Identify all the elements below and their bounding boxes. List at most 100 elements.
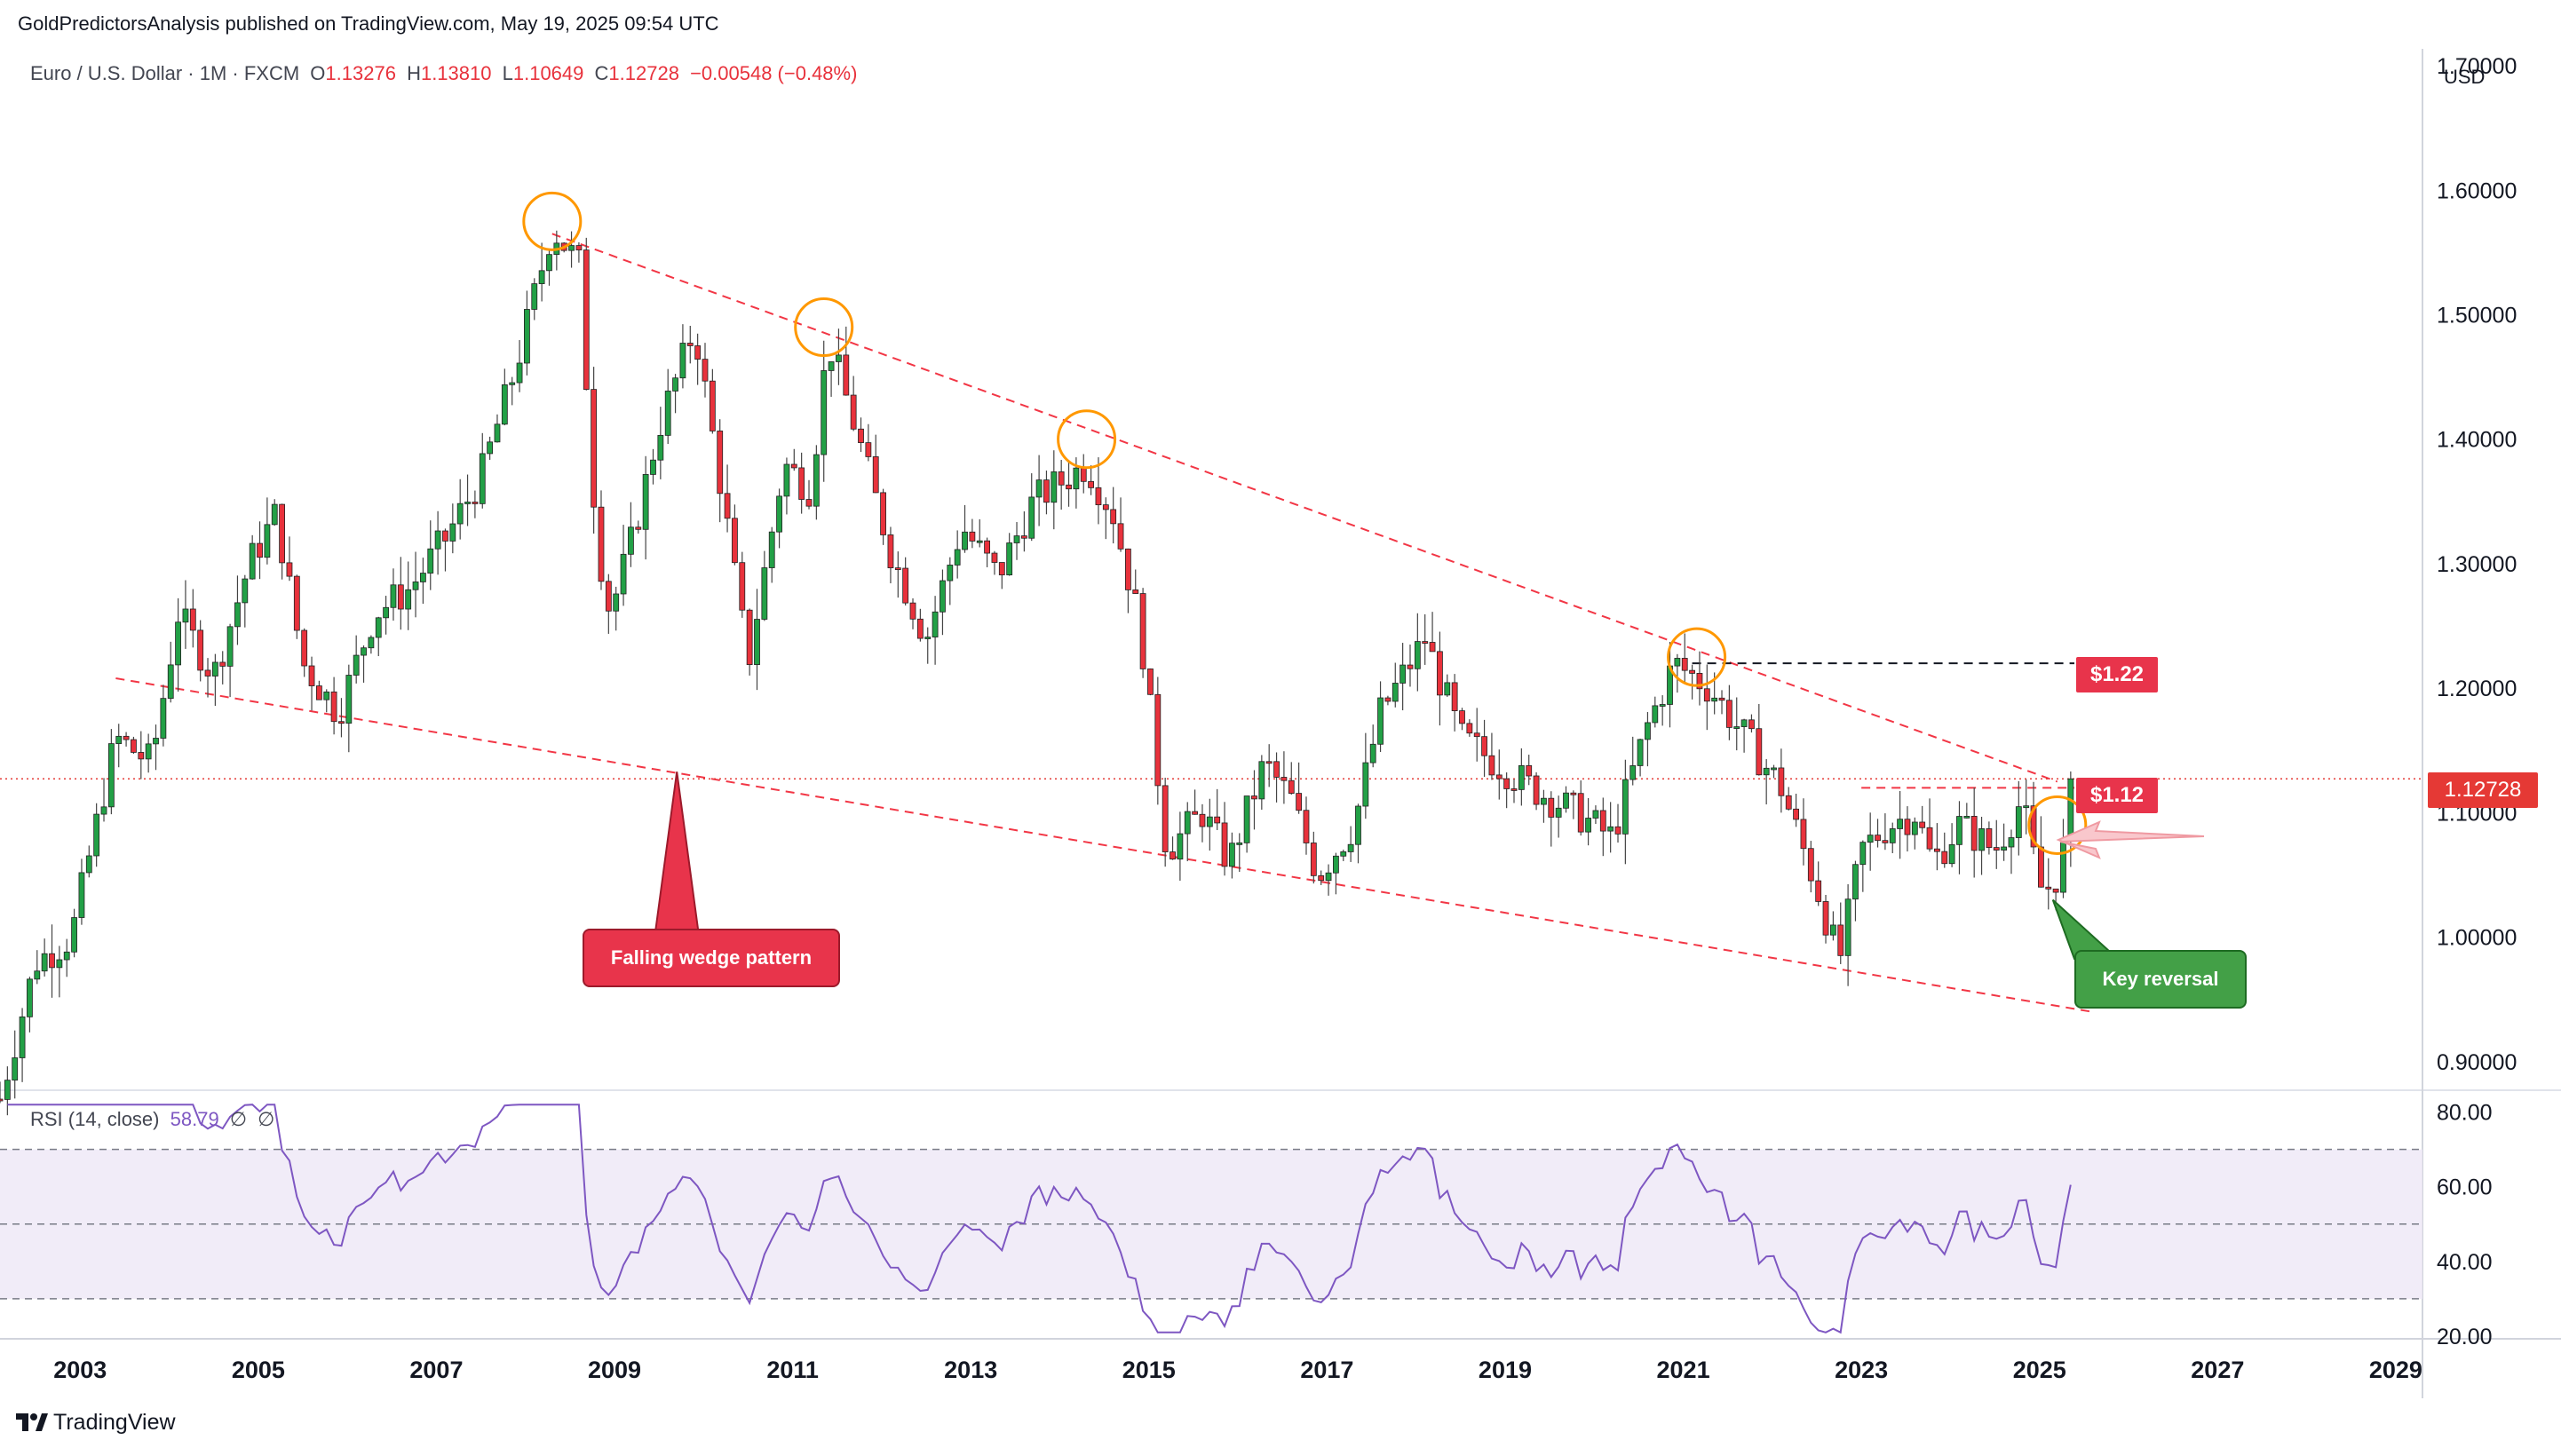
- low-label: L: [502, 62, 513, 84]
- candle-body: [657, 434, 664, 461]
- candle-body: [204, 669, 211, 677]
- candle-body: [1407, 664, 1414, 669]
- price-axis-tick: 1.70000: [2437, 54, 2517, 79]
- time-axis-tick: 2023: [1835, 1357, 1888, 1383]
- candle-body: [1986, 828, 1993, 848]
- candle-body: [123, 735, 130, 740]
- rsi-axis-tick: 20.00: [2437, 1325, 2493, 1349]
- candle-body: [226, 626, 234, 667]
- candle-body: [850, 394, 857, 430]
- candles-group: [0, 230, 2074, 1116]
- candle-body: [1614, 826, 1621, 835]
- candle-body: [940, 580, 946, 613]
- candle-body: [412, 582, 419, 590]
- candle-body: [1696, 673, 1703, 690]
- symbol-name[interactable]: Euro / U.S. Dollar · 1M · FXCM: [30, 62, 300, 84]
- candle-body: [1162, 785, 1169, 852]
- candle-body: [1481, 736, 1487, 756]
- candle-body: [383, 606, 390, 619]
- candle-body: [902, 567, 909, 604]
- candle-body: [991, 552, 998, 563]
- candle-body: [1585, 818, 1591, 833]
- candle-body: [494, 423, 501, 443]
- candle-body: [717, 431, 724, 495]
- candle-body: [1533, 775, 1540, 805]
- candle-body: [1599, 810, 1606, 832]
- candle-body: [686, 343, 694, 346]
- candle-body: [679, 343, 686, 379]
- candle-body: [1495, 774, 1503, 779]
- candle-body: [1771, 767, 1777, 771]
- candle-body: [1243, 795, 1250, 843]
- candle-body: [1956, 816, 1962, 845]
- wedge-lines-group: [0, 233, 2422, 1013]
- open-value: 1.13276: [325, 62, 396, 84]
- candle-body: [390, 584, 397, 608]
- candle-body: [1347, 843, 1354, 852]
- candle-body: [353, 654, 360, 676]
- candle-body: [664, 391, 671, 436]
- candle-body: [138, 752, 145, 760]
- footer-brand[interactable]: TradingView: [16, 1410, 176, 1436]
- candle-body: [858, 428, 864, 444]
- candle-body: [783, 463, 790, 497]
- candle-body: [330, 691, 337, 723]
- candle-body: [1993, 847, 2000, 851]
- candle-body: [1132, 590, 1139, 594]
- candle-body: [1748, 719, 1755, 730]
- candle-body: [368, 637, 375, 649]
- candle-body: [591, 389, 598, 508]
- candle-body: [308, 665, 315, 686]
- price-axis-tick: 1.00000: [2437, 926, 2517, 951]
- candle-body: [49, 953, 55, 969]
- candle-body: [1807, 848, 1814, 882]
- candle-body: [211, 661, 218, 677]
- candle-body: [1793, 808, 1799, 820]
- candle-body: [1852, 864, 1859, 900]
- candle-body: [115, 735, 123, 745]
- price-axis-tick: 1.50000: [2437, 304, 2517, 328]
- candle-body: [1177, 833, 1184, 860]
- candle-body: [2067, 778, 2074, 840]
- candle-body: [724, 493, 731, 519]
- candle-body: [249, 542, 256, 580]
- candle-body: [538, 270, 545, 284]
- candle-body: [456, 502, 464, 525]
- time-axis-tick: 2019: [1479, 1357, 1532, 1383]
- candle-body: [1236, 842, 1243, 845]
- candle-body: [1043, 479, 1050, 503]
- candle-body: [27, 978, 33, 1017]
- candle-body: [1882, 840, 1889, 843]
- time-axis-tick: 2005: [232, 1357, 285, 1383]
- candle-body: [976, 540, 983, 543]
- candle-body: [131, 739, 137, 753]
- candle-body: [969, 531, 976, 542]
- candle-body: [63, 951, 70, 961]
- time-axis-tick: 2017: [1300, 1357, 1353, 1383]
- close-label: C: [594, 62, 609, 84]
- high-value: 1.13810: [420, 62, 492, 84]
- candle-body: [1258, 761, 1265, 800]
- candle-body: [620, 553, 627, 595]
- candle-body: [1815, 880, 1822, 902]
- candle-body: [1229, 843, 1235, 867]
- candle-body: [12, 1057, 19, 1081]
- price-axis-tick: 1.60000: [2437, 178, 2517, 203]
- candle-body: [1592, 810, 1599, 819]
- currency-label[interactable]: USD: [2444, 66, 2486, 88]
- candle-body: [1867, 835, 1874, 843]
- candle-body: [1080, 467, 1087, 482]
- rsi-line: [7, 1104, 2072, 1334]
- candle-body: [1740, 719, 1748, 727]
- rsi-title[interactable]: RSI (14, close): [30, 1108, 160, 1130]
- candle-body: [984, 540, 990, 554]
- candle-body: [583, 249, 590, 391]
- candle-body: [2045, 886, 2052, 890]
- candle-body: [932, 611, 939, 637]
- candle-body: [1756, 728, 1763, 776]
- candle-body: [702, 359, 709, 382]
- candle-body: [568, 245, 575, 251]
- rsi-band-group: [0, 1148, 2422, 1300]
- candle-body: [575, 245, 583, 250]
- candle-body: [1555, 807, 1562, 818]
